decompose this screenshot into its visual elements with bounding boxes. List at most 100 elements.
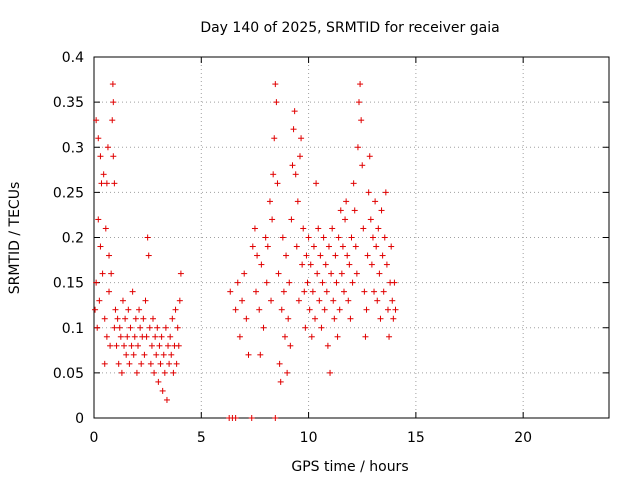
data-point bbox=[116, 324, 123, 331]
data-point bbox=[173, 360, 180, 367]
data-point bbox=[106, 252, 113, 259]
data-point bbox=[118, 369, 125, 376]
x-tick-label: 5 bbox=[197, 430, 206, 446]
data-point bbox=[316, 297, 323, 304]
data-point bbox=[292, 171, 299, 178]
data-point bbox=[153, 351, 160, 358]
data-point bbox=[143, 333, 150, 340]
data-point bbox=[165, 342, 172, 349]
data-point bbox=[353, 270, 360, 277]
data-point bbox=[304, 279, 311, 286]
data-point bbox=[151, 369, 158, 376]
data-point bbox=[177, 270, 184, 277]
data-point bbox=[127, 324, 134, 331]
y-tick-label: 0.35 bbox=[53, 95, 84, 111]
data-point bbox=[384, 306, 391, 313]
data-point bbox=[338, 270, 345, 277]
data-point bbox=[174, 324, 181, 331]
data-point bbox=[108, 270, 115, 277]
data-point bbox=[284, 369, 291, 376]
data-point bbox=[389, 297, 396, 304]
data-point bbox=[126, 360, 133, 367]
data-point bbox=[109, 81, 116, 88]
data-point bbox=[382, 189, 389, 196]
data-point bbox=[364, 252, 371, 259]
data-point bbox=[251, 225, 258, 232]
data-point bbox=[308, 333, 315, 340]
data-point bbox=[232, 415, 239, 421]
data-point bbox=[289, 162, 296, 169]
data-point bbox=[379, 252, 386, 259]
data-point bbox=[276, 360, 283, 367]
data-point bbox=[342, 216, 349, 223]
data-point bbox=[320, 234, 327, 241]
data-point bbox=[345, 297, 352, 304]
data-point bbox=[158, 333, 165, 340]
data-point bbox=[318, 324, 325, 331]
y-tick-label: 0.4 bbox=[62, 50, 84, 66]
data-point bbox=[322, 261, 329, 268]
data-point bbox=[300, 225, 307, 232]
data-point bbox=[125, 306, 132, 313]
data-point bbox=[305, 234, 312, 241]
data-point bbox=[332, 252, 339, 259]
data-point bbox=[101, 315, 108, 322]
data-point bbox=[357, 81, 364, 88]
data-point bbox=[254, 252, 261, 259]
data-point bbox=[325, 243, 332, 250]
data-point bbox=[291, 108, 298, 115]
data-point bbox=[123, 351, 130, 358]
data-point bbox=[330, 297, 337, 304]
data-point bbox=[121, 342, 128, 349]
data-point bbox=[169, 315, 176, 322]
data-point bbox=[336, 306, 343, 313]
data-point bbox=[232, 306, 239, 313]
data-point bbox=[262, 234, 269, 241]
data-point bbox=[367, 216, 374, 223]
data-point bbox=[100, 171, 107, 178]
data-point bbox=[166, 360, 173, 367]
data-point bbox=[138, 360, 145, 367]
data-point bbox=[274, 180, 281, 187]
data-point bbox=[111, 324, 118, 331]
y-tick-label: 0.15 bbox=[53, 276, 84, 292]
data-point bbox=[378, 207, 385, 214]
data-point bbox=[243, 315, 250, 322]
data-point bbox=[391, 279, 398, 286]
data-point bbox=[147, 360, 154, 367]
data-point bbox=[315, 225, 322, 232]
data-point bbox=[97, 243, 104, 250]
data-point bbox=[154, 324, 161, 331]
data-point bbox=[313, 180, 320, 187]
x-tick-labels: 0 5 10 15 20 bbox=[90, 430, 533, 446]
data-point bbox=[306, 306, 313, 313]
data-point bbox=[162, 324, 169, 331]
data-point bbox=[329, 225, 336, 232]
data-point bbox=[115, 360, 122, 367]
data-point bbox=[285, 315, 292, 322]
y-tick-label: 0 bbox=[75, 411, 84, 427]
data-point bbox=[97, 153, 104, 160]
data-point bbox=[163, 396, 170, 403]
data-point bbox=[286, 279, 293, 286]
data-point bbox=[288, 216, 295, 223]
data-point bbox=[93, 279, 100, 286]
chart-title: Day 140 of 2025, SRMTID for receiver gai… bbox=[200, 20, 499, 36]
data-point bbox=[136, 306, 143, 313]
data-point bbox=[333, 279, 340, 286]
data-point bbox=[176, 297, 183, 304]
data-point bbox=[129, 288, 136, 295]
data-point bbox=[102, 225, 109, 232]
data-point bbox=[362, 333, 369, 340]
data-point bbox=[150, 315, 157, 322]
data-point bbox=[281, 333, 288, 340]
x-tick-label: 0 bbox=[90, 430, 99, 446]
data-point bbox=[334, 333, 341, 340]
data-point bbox=[323, 288, 330, 295]
data-point bbox=[128, 342, 135, 349]
data-point bbox=[95, 216, 102, 223]
data-point bbox=[268, 297, 275, 304]
data-point bbox=[103, 333, 110, 340]
data-point bbox=[374, 297, 381, 304]
data-point bbox=[327, 369, 334, 376]
